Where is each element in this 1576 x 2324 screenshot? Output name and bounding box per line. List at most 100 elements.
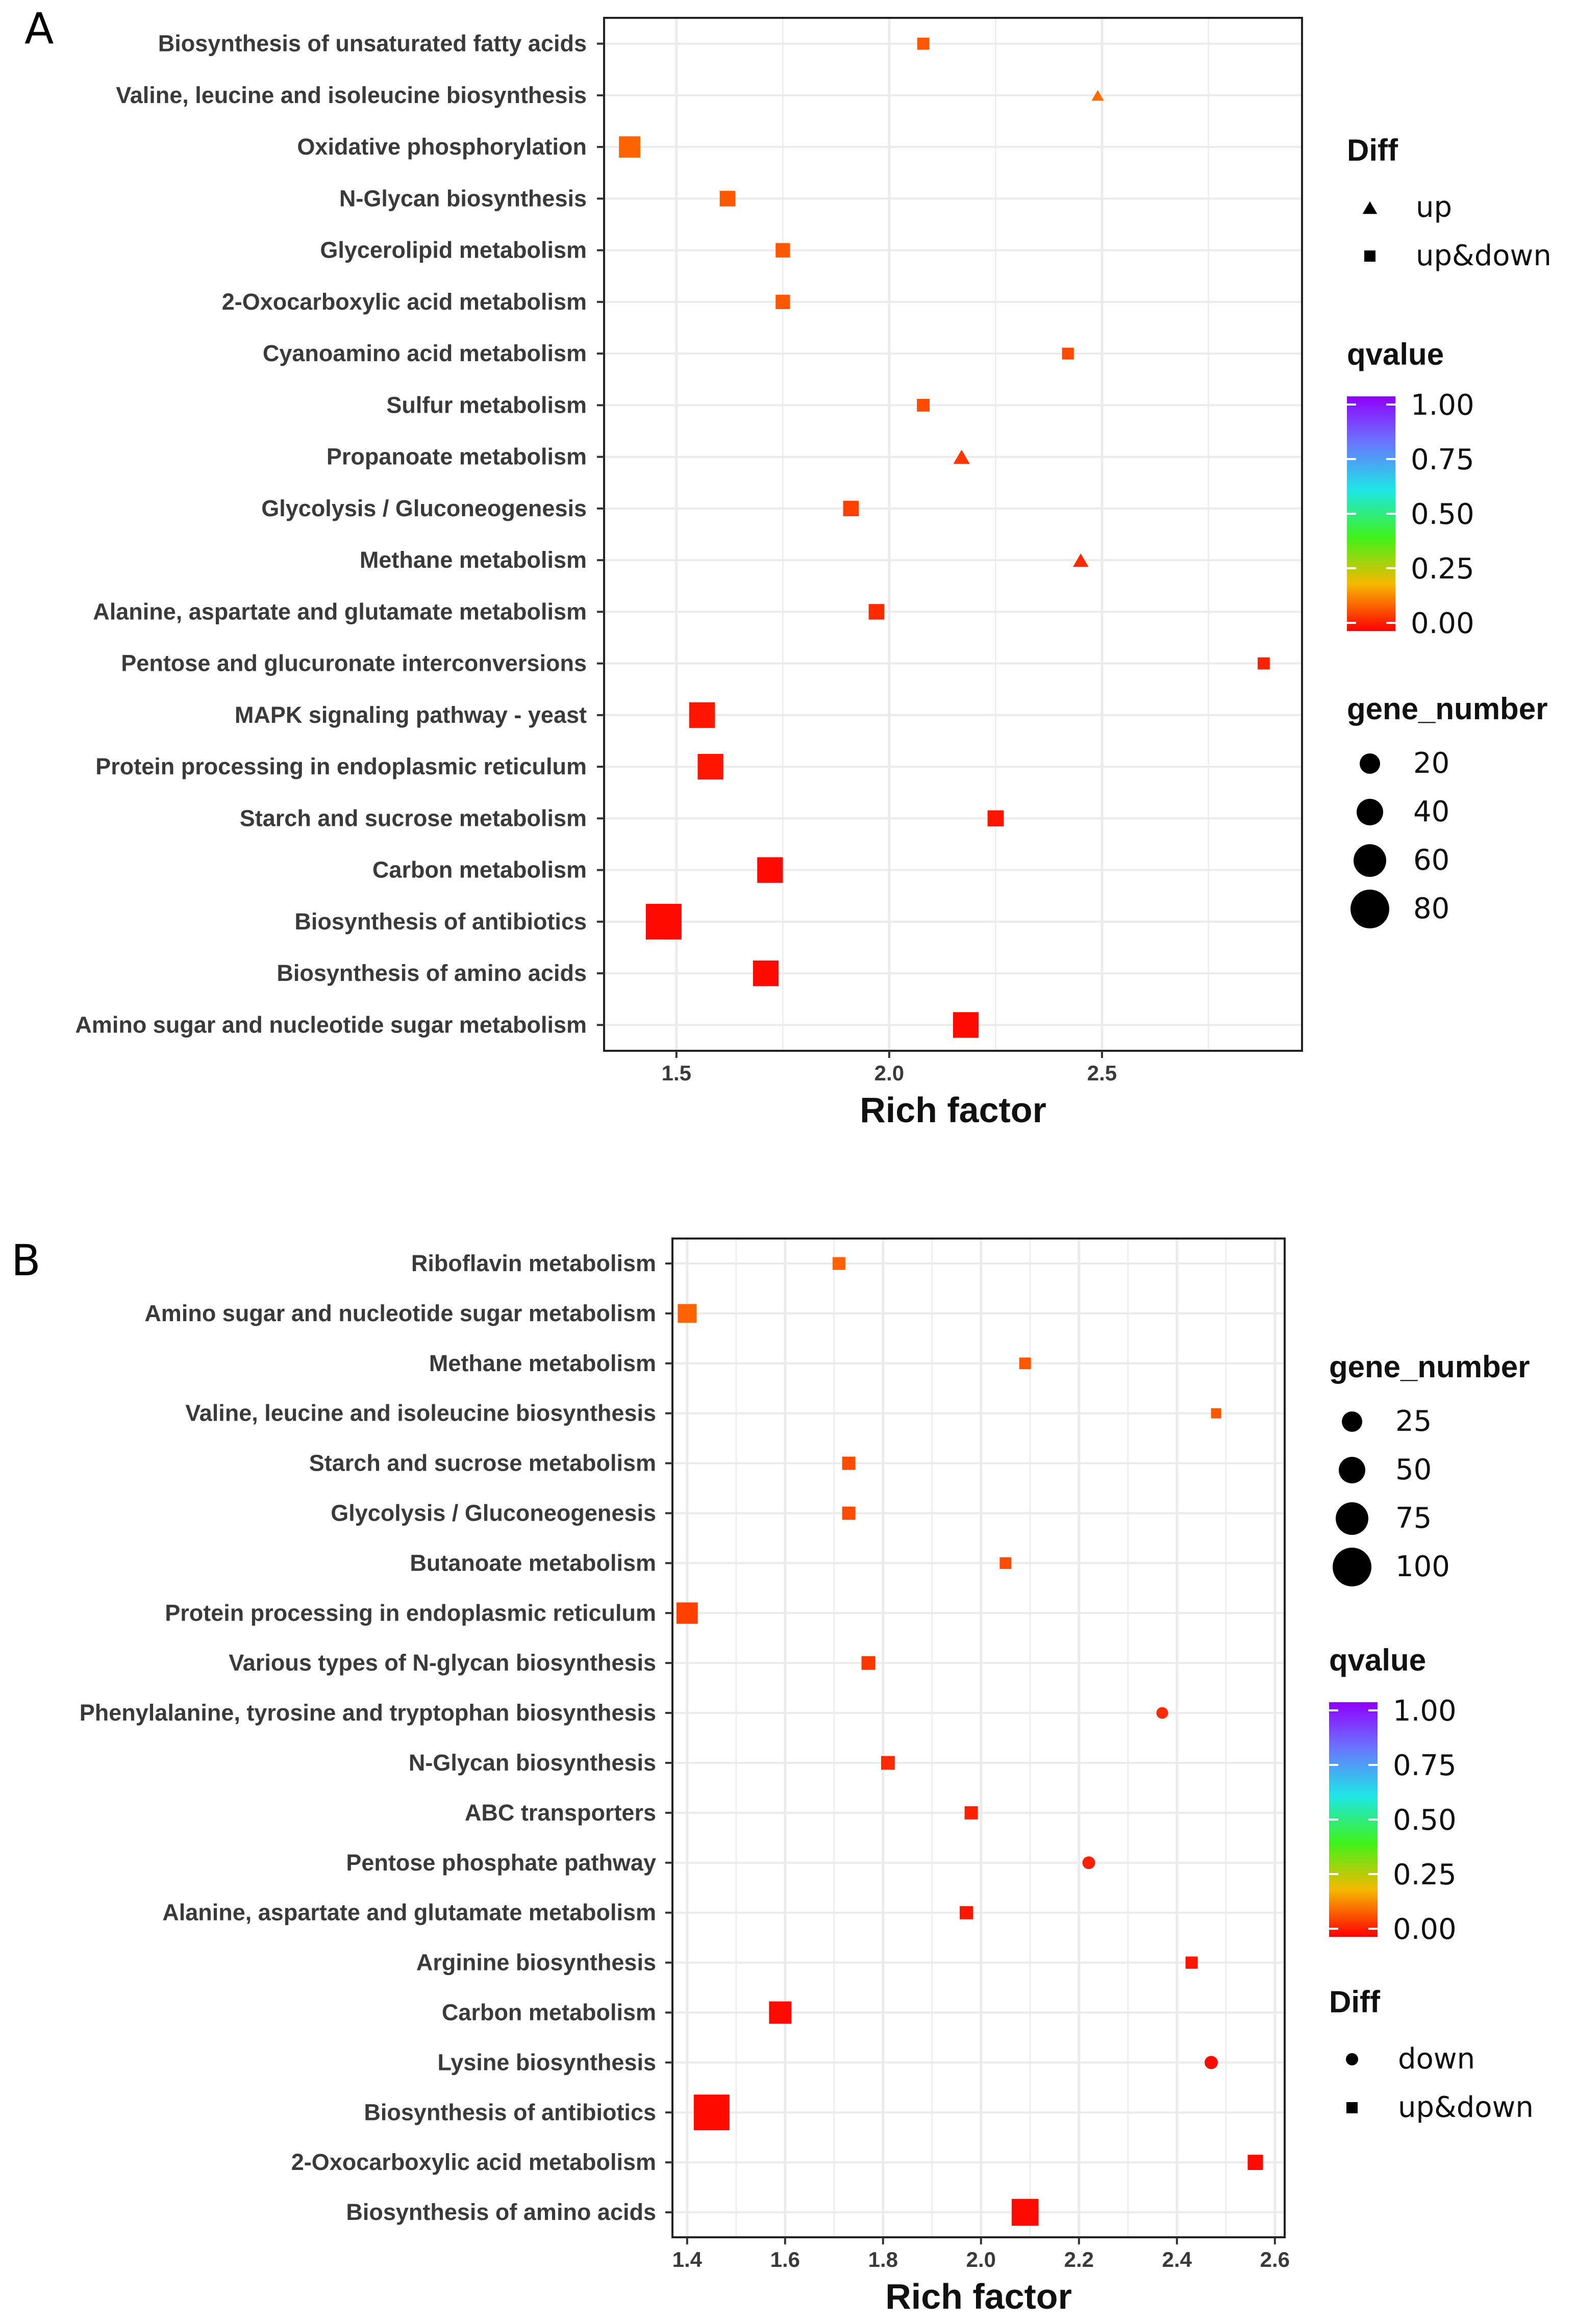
legend-gene-number: gene_number 20 40 60 80 xyxy=(1347,692,1547,928)
legend-shape-square xyxy=(1346,2102,1358,2113)
data-point xyxy=(953,449,970,464)
data-point xyxy=(1247,2155,1263,2170)
data-point xyxy=(697,754,723,780)
category-label: Biosynthesis of unsaturated fatty acids xyxy=(158,31,587,57)
colorbar-label: 1.00 xyxy=(1393,1695,1457,1728)
legend-title: Diff xyxy=(1329,1985,1381,2019)
legend-label: 75 xyxy=(1395,1502,1432,1535)
category-label: Biosynthesis of antibiotics xyxy=(364,2099,656,2125)
plot-background xyxy=(604,18,1302,1051)
x-tick-label: 2.0 xyxy=(966,2247,996,2271)
data-point xyxy=(676,1602,698,1624)
category-label: ABC transporters xyxy=(465,1800,656,1826)
x-tick-label: 1.5 xyxy=(662,1061,691,1085)
category-label: N-Glycan biosynthesis xyxy=(409,1750,656,1776)
data-point xyxy=(917,37,930,50)
legend-label: down xyxy=(1398,2042,1475,2076)
legend-size-circle xyxy=(1336,1502,1368,1535)
legend-label: up xyxy=(1416,191,1452,224)
data-point xyxy=(999,1557,1012,1569)
x-tick-label: 2.5 xyxy=(1087,1061,1117,1085)
data-point xyxy=(881,1756,895,1770)
data-point xyxy=(678,1304,697,1323)
data-point xyxy=(1258,657,1270,670)
category-label: Biosynthesis of antibiotics xyxy=(294,908,587,934)
category-label: Lysine biosynthesis xyxy=(438,2049,656,2075)
data-point xyxy=(842,1506,856,1520)
category-label: Biosynthesis of amino acids xyxy=(277,960,587,986)
colorbar-label: 0.50 xyxy=(1393,1804,1457,1837)
category-label: Butanoate metabolism xyxy=(410,1550,656,1576)
category-label: Methane metabolism xyxy=(429,1350,656,1376)
category-label: Amino sugar and nucleotide sugar metabol… xyxy=(75,1012,587,1038)
category-label: Pentose and glucuronate interconversions xyxy=(121,650,587,676)
legend-label: 40 xyxy=(1413,795,1449,828)
legend-size-circle xyxy=(1350,890,1389,928)
category-label: Starch and sucrose metabolism xyxy=(309,1450,656,1476)
data-point xyxy=(776,294,790,309)
data-point xyxy=(953,1012,979,1038)
category-label: Sulfur metabolism xyxy=(386,392,587,418)
legend-label: 25 xyxy=(1395,1405,1432,1438)
category-label: Oxidative phosphorylation xyxy=(297,134,587,160)
data-point xyxy=(1019,1357,1031,1370)
category-label: Cyanoamino acid metabolism xyxy=(263,340,587,366)
x-axis-title: Rich factor xyxy=(885,2277,1072,2316)
data-point xyxy=(689,702,715,728)
legend-diff: Diff down up&down xyxy=(1329,1985,1534,2124)
panel-label: A xyxy=(24,4,54,54)
category-label: Riboflavin metabolism xyxy=(411,1250,656,1276)
x-axis-title: Rich factor xyxy=(860,1090,1046,1130)
legend-title: gene_number xyxy=(1347,692,1547,726)
data-point xyxy=(1082,1856,1095,1870)
category-label: Arginine biosynthesis xyxy=(416,1950,656,1976)
data-point xyxy=(832,1257,845,1270)
category-label: Amino sugar and nucleotide sugar metabol… xyxy=(144,1300,656,1326)
category-label: Propanoate metabolism xyxy=(327,444,587,470)
colorbar-label: 0.25 xyxy=(1411,552,1474,586)
data-point xyxy=(753,961,779,987)
category-label: Glycolysis / Gluconeogenesis xyxy=(261,495,587,521)
legend-qvalue: qvalue 1.00 0.75 0.50 0.25 0.00 xyxy=(1347,337,1474,640)
data-point xyxy=(1011,2199,1039,2226)
category-label: MAPK signaling pathway - yeast xyxy=(235,702,587,728)
category-label: Alanine, aspartate and glutamate metabol… xyxy=(93,598,587,624)
legend-label: 80 xyxy=(1413,892,1449,925)
category-label: Valine, leucine and isoleucine biosynthe… xyxy=(116,82,587,108)
x-tick-label: 2.2 xyxy=(1064,2247,1094,2271)
data-point xyxy=(1205,2056,1218,2069)
legend-label: up&down xyxy=(1398,2091,1534,2124)
x-tick-label: 1.6 xyxy=(770,2247,800,2271)
data-point xyxy=(842,1456,856,1470)
colorbar-label: 0.25 xyxy=(1393,1858,1457,1891)
panel-b: B Riboflavin metabolism Amino sugar and nu… xyxy=(11,1235,1534,2316)
plot-frame xyxy=(671,1237,1286,2238)
colorbar-label: 0.00 xyxy=(1393,1913,1457,1946)
legend-gene-number: gene_number 25 50 75 100 xyxy=(1329,1350,1530,1586)
category-label: Valine, leucine and isoleucine biosynthe… xyxy=(185,1400,656,1426)
data-point xyxy=(776,243,790,258)
legend-label: 60 xyxy=(1413,844,1449,877)
data-point xyxy=(1091,90,1104,101)
category-label: N-Glycan biosynthesis xyxy=(339,185,587,211)
data-point xyxy=(1062,347,1074,360)
plot-frame xyxy=(603,17,1303,1052)
category-label: Glycolysis / Gluconeogenesis xyxy=(331,1500,656,1526)
x-tick-label: 1.4 xyxy=(672,2247,703,2271)
data-point xyxy=(960,1906,973,1919)
data-point xyxy=(1185,1956,1198,1969)
legend-title: gene_number xyxy=(1329,1350,1530,1384)
legend-title: Diff xyxy=(1347,133,1398,167)
data-point xyxy=(861,1656,875,1670)
category-label: Glycerolipid metabolism xyxy=(320,237,587,263)
data-point xyxy=(917,398,930,412)
legend-qvalue: qvalue 1.00 0.75 0.50 0.25 0.00 xyxy=(1329,1643,1457,1946)
legend-size-circle xyxy=(1357,799,1383,825)
category-label: 2-Oxocarboxylic acid metabolism xyxy=(291,2149,656,2175)
legend-shape-triangle xyxy=(1362,201,1378,214)
data-point xyxy=(719,191,736,207)
data-point xyxy=(1211,1408,1221,1419)
colorbar-label: 0.75 xyxy=(1393,1749,1457,1782)
